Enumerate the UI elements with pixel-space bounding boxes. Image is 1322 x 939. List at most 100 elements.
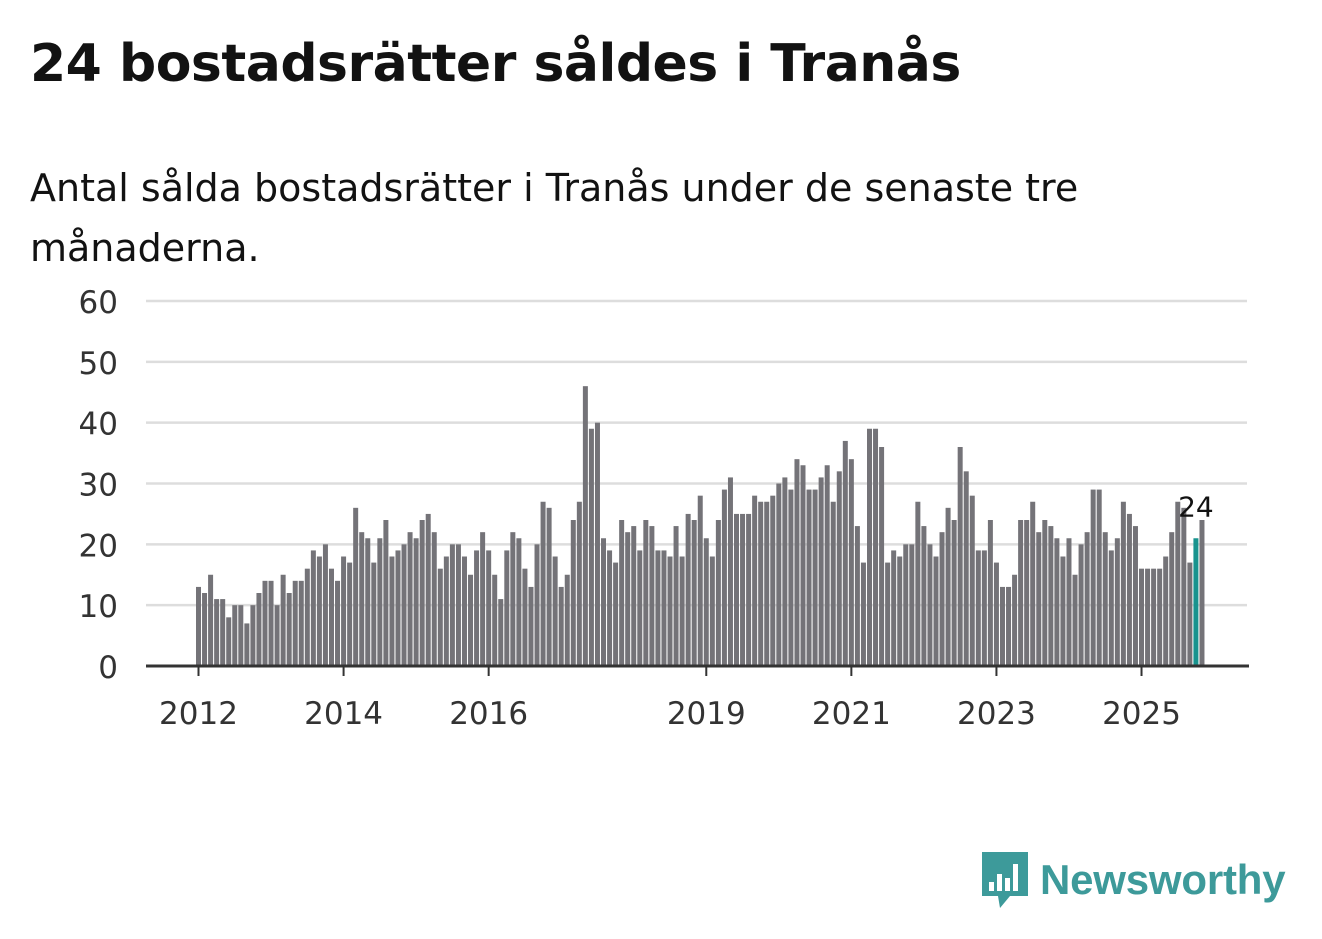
bar — [788, 489, 794, 666]
x-tick-label: 2025 — [1102, 696, 1181, 732]
bar — [498, 599, 504, 666]
bar — [607, 550, 613, 666]
x-tick-label: 2014 — [304, 696, 383, 732]
bar — [939, 532, 945, 666]
y-tick-label: 0 — [98, 650, 118, 686]
newsworthy-logo-icon — [982, 852, 1028, 908]
bar — [1030, 501, 1036, 666]
bar — [552, 556, 558, 666]
bar — [685, 513, 691, 666]
bar — [310, 550, 316, 666]
bar — [1157, 568, 1163, 666]
bar — [957, 447, 963, 666]
bar — [885, 562, 891, 666]
chart-subtitle: Antal sålda bostadsrätter i Tranås under… — [30, 166, 1079, 270]
bar — [322, 544, 328, 666]
bar — [830, 501, 836, 666]
bar — [564, 574, 570, 666]
bar — [1187, 562, 1193, 666]
bar — [522, 568, 528, 666]
bar — [776, 483, 782, 666]
bar — [770, 495, 776, 666]
y-axis-labels: 0 10 20 30 40 50 60 — [79, 285, 118, 686]
bar — [594, 422, 600, 666]
bar — [794, 459, 800, 666]
bar — [425, 513, 431, 666]
bar — [619, 520, 625, 666]
bar — [256, 593, 262, 666]
y-tick-label: 30 — [79, 468, 118, 504]
bar — [353, 507, 359, 666]
bar — [812, 489, 818, 666]
bar — [981, 550, 987, 666]
bar — [582, 386, 588, 666]
bar — [268, 580, 274, 666]
bar — [316, 556, 322, 666]
bar — [1163, 556, 1169, 666]
bar — [1012, 574, 1018, 666]
bar — [909, 544, 915, 666]
bar — [782, 477, 788, 666]
bar — [1120, 501, 1126, 666]
bar — [740, 513, 746, 666]
bar — [1054, 538, 1060, 666]
bar — [987, 520, 993, 666]
bar — [437, 568, 443, 666]
bar — [625, 532, 631, 666]
bar — [1066, 538, 1072, 666]
bar — [588, 428, 594, 666]
bar — [993, 562, 999, 666]
bar — [341, 556, 347, 666]
bar — [570, 520, 576, 666]
bar — [1132, 526, 1138, 666]
y-tick-label: 20 — [79, 528, 118, 564]
bar — [1090, 489, 1096, 666]
bar — [443, 556, 449, 666]
bar — [1114, 538, 1120, 666]
highlight-value-label: 24 — [1178, 490, 1214, 523]
y-tick-label: 10 — [79, 589, 118, 625]
bar — [516, 538, 522, 666]
bar-highlight — [1193, 538, 1199, 666]
bar — [540, 501, 546, 666]
bar — [842, 440, 848, 666]
bar — [474, 550, 480, 666]
bar — [637, 550, 643, 666]
bar — [709, 556, 715, 666]
bar — [401, 544, 407, 666]
bar — [528, 586, 534, 666]
bar — [226, 617, 232, 666]
bar — [558, 586, 564, 666]
bar — [915, 501, 921, 666]
bar — [1072, 574, 1078, 666]
bar — [691, 520, 697, 666]
x-tick-label: 2012 — [159, 696, 238, 732]
bar — [480, 532, 486, 666]
brand-name: Newsworthy — [1040, 856, 1286, 903]
bar — [661, 550, 667, 666]
bar — [963, 471, 969, 666]
bar — [873, 428, 879, 666]
bar — [897, 556, 903, 666]
bar — [1169, 532, 1175, 666]
bar — [280, 574, 286, 666]
bar — [413, 538, 419, 666]
x-tick-label: 2016 — [449, 696, 528, 732]
bar — [854, 526, 860, 666]
bar — [304, 568, 310, 666]
y-tick-label: 40 — [79, 407, 118, 443]
bars — [196, 386, 1205, 666]
bar — [262, 580, 268, 666]
x-tick-label: 2023 — [957, 696, 1036, 732]
bar — [196, 586, 201, 666]
bar — [286, 593, 292, 666]
bar — [1108, 550, 1114, 666]
bar — [395, 550, 401, 666]
bar — [389, 556, 395, 666]
bar — [818, 477, 824, 666]
bar — [220, 599, 226, 666]
bar — [468, 574, 474, 666]
bar — [1024, 520, 1030, 666]
bar — [202, 593, 208, 666]
